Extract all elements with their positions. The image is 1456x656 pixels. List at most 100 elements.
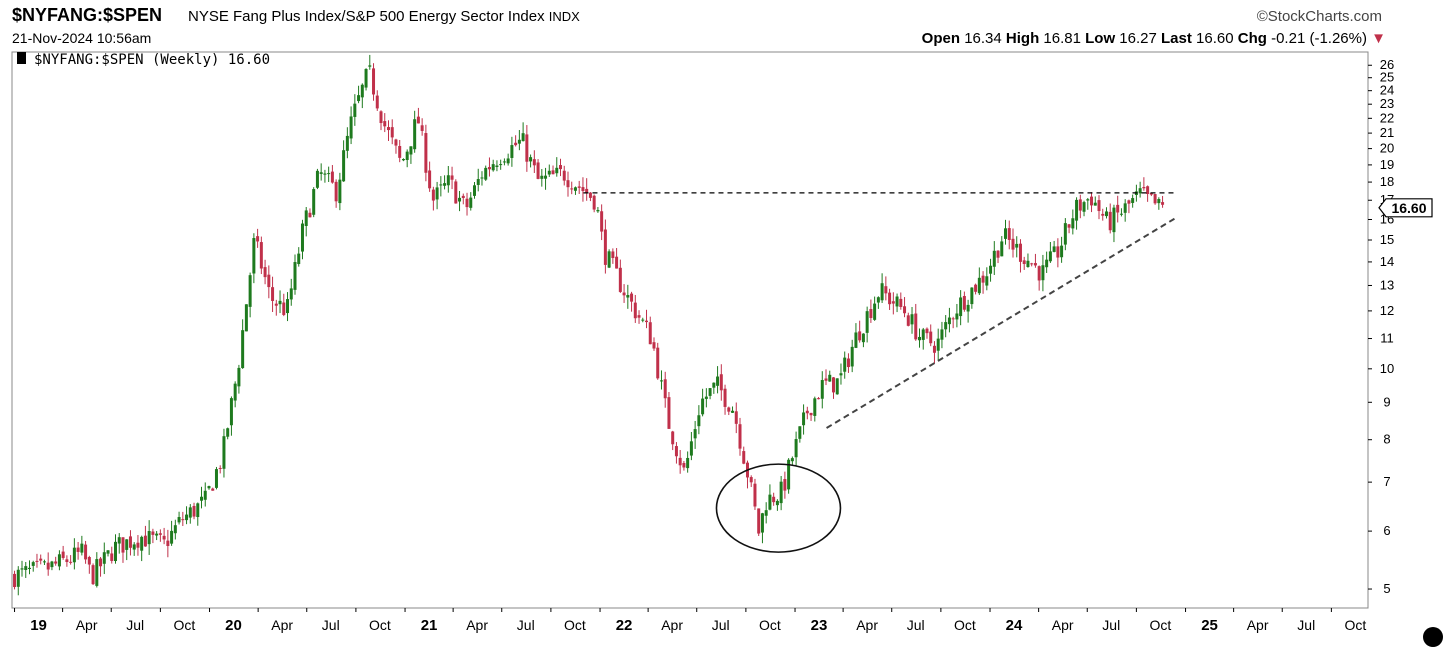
candle-body [368, 65, 372, 67]
candle-body [551, 170, 555, 175]
candle-body [630, 293, 634, 302]
candle-body [469, 197, 473, 208]
candle-body [185, 514, 189, 521]
candle-body [783, 479, 787, 491]
plot-area-frame [11, 51, 1369, 609]
candle-body [858, 331, 862, 341]
candle-body [151, 531, 155, 535]
candle-body [753, 483, 757, 507]
candle-body [196, 503, 200, 518]
candle-body [170, 530, 174, 544]
candle-body [443, 183, 447, 186]
chart-symbol: $NYFANG:$SPEN [12, 5, 163, 25]
candle-body [817, 398, 821, 400]
candle-body [1015, 243, 1019, 248]
candle-body [375, 95, 379, 109]
candle-body [764, 510, 768, 516]
candle-body [514, 142, 518, 146]
candle-body [203, 490, 207, 500]
candle-body [140, 536, 144, 551]
x-tick-label: Oct [369, 617, 391, 633]
down-arrow-icon: ▼ [1371, 30, 1386, 47]
candle-body [663, 379, 667, 399]
candle-body [57, 554, 61, 567]
candle-body [128, 536, 132, 548]
x-tick-label: Jul [907, 617, 925, 633]
candle-body [731, 410, 735, 413]
candle-body [222, 436, 226, 469]
candle-body [921, 329, 925, 340]
candle-body [446, 175, 450, 186]
candle-body [360, 84, 364, 98]
candle-body [873, 303, 877, 320]
y-tick-label: 14 [1380, 254, 1394, 269]
brand-label: ©StockCharts.com [1256, 8, 1382, 25]
candle-body [787, 459, 791, 490]
exchange-label: INDX [548, 9, 580, 24]
candle-body [540, 175, 544, 179]
candle-body [532, 159, 536, 166]
candle-body [323, 173, 327, 175]
candle-body [929, 331, 933, 344]
candle-body [570, 188, 574, 190]
candle-body [214, 469, 218, 488]
candle-body [491, 164, 495, 171]
candle-body [383, 121, 387, 127]
candle-body [1123, 203, 1127, 213]
candle-body [162, 535, 166, 540]
candle-body [585, 188, 589, 194]
candle-legend-icon [17, 52, 26, 64]
candle-body [1127, 200, 1131, 204]
candle-body [1104, 211, 1108, 217]
candle-body [831, 377, 835, 393]
candle-body [577, 186, 581, 188]
candle-body [648, 322, 652, 345]
candle-body [1138, 188, 1142, 194]
candle-body [925, 328, 929, 334]
candle-body [188, 507, 192, 518]
x-tick-label: Apr [271, 617, 293, 633]
candle-body [338, 179, 342, 204]
candle-body [76, 547, 80, 552]
x-tick-label: 24 [1006, 617, 1023, 634]
candle-body [880, 283, 884, 301]
candle-body [1048, 251, 1052, 262]
candle-body [592, 195, 596, 210]
candle-body [517, 139, 521, 144]
x-tick-label: Oct [1150, 617, 1172, 633]
candle-body [1153, 194, 1157, 204]
candle-body [1052, 246, 1056, 252]
candle-body [693, 429, 697, 439]
chart-datetime: 21-Nov-2024 10:56am [12, 30, 152, 46]
y-tick-label: 21 [1380, 125, 1394, 140]
candle-body [959, 297, 963, 317]
x-tick-label: 20 [225, 617, 242, 634]
candle-body [256, 236, 260, 242]
candle-body [345, 135, 349, 151]
candle-body [981, 275, 985, 283]
candle-body [39, 558, 43, 561]
candle-body [697, 415, 701, 427]
candle-body [525, 134, 529, 162]
candle-body [850, 346, 854, 367]
candle-body [615, 256, 619, 269]
candle-body [809, 412, 813, 416]
candle-body [84, 544, 88, 560]
y-tick-label: 6 [1383, 523, 1390, 538]
candle-body [1018, 243, 1022, 262]
candle-body [211, 488, 215, 491]
candle-body [712, 382, 716, 388]
open-value: 16.34 [964, 30, 1002, 47]
x-tick-label: 23 [811, 617, 828, 634]
x-tick-label: 25 [1201, 617, 1218, 634]
candle-body [173, 525, 177, 534]
candle-body [865, 311, 869, 333]
candle-body [286, 299, 290, 314]
candle-body [394, 139, 398, 146]
candle-body [95, 559, 99, 586]
candle-body [386, 127, 390, 131]
last-value-tag [1378, 198, 1433, 218]
candle-body [484, 167, 488, 180]
candle-body [869, 309, 873, 318]
